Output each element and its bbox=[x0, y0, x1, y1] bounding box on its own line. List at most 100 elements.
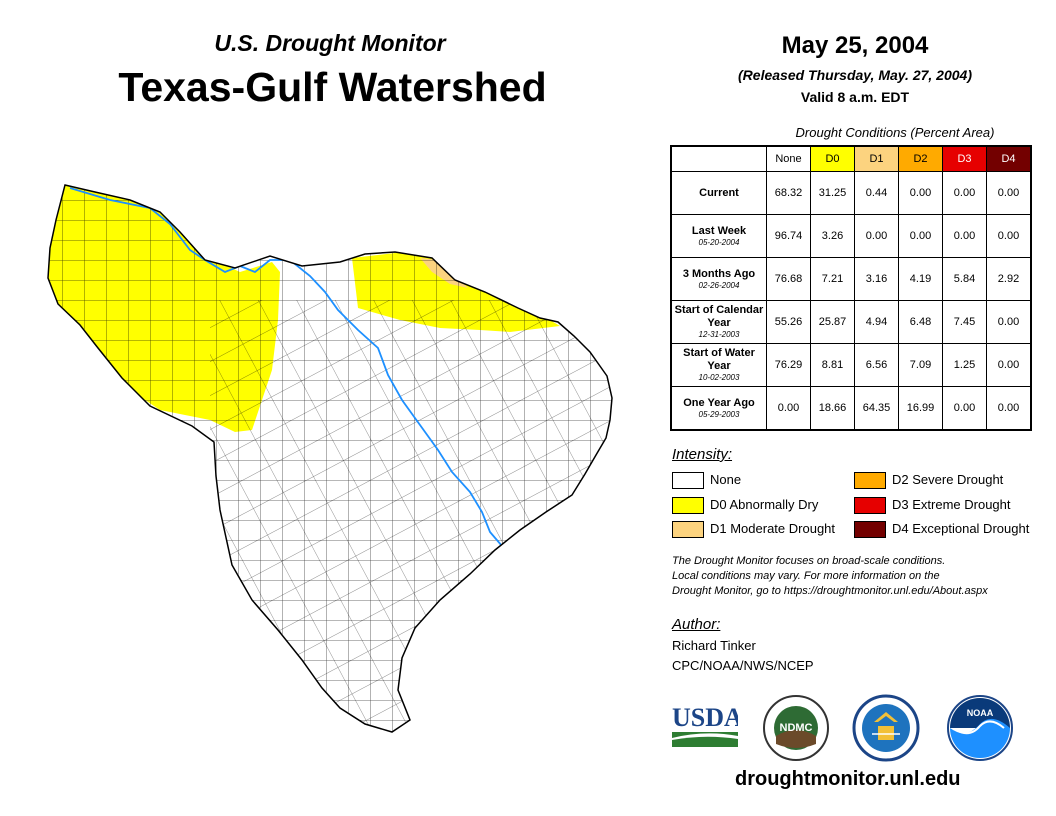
cell-value: 0.00 bbox=[854, 214, 899, 258]
col-d2: D2 bbox=[898, 146, 943, 172]
river bbox=[69, 187, 503, 547]
row-label: Last Week 05-20-2004 bbox=[671, 214, 767, 258]
noaa-logo: NOAA bbox=[947, 695, 1013, 761]
cell-value: 31.25 bbox=[810, 171, 855, 215]
table-row: 3 Months Ago 02-26-2004 76.68 7.21 3.16 4… bbox=[671, 257, 1031, 301]
legend-swatch bbox=[854, 472, 886, 489]
cell-value: 0.00 bbox=[986, 343, 1031, 387]
row-date: 05-29-2003 bbox=[698, 409, 740, 419]
cell-value: 0.00 bbox=[942, 386, 987, 430]
watershed-map bbox=[47, 184, 613, 733]
author-org: CPC/NOAA/NWS/NCEP bbox=[672, 658, 814, 673]
map-subtitle: U.S. Drought Monitor bbox=[214, 30, 446, 56]
note-line: Drought Monitor, go to https://droughtmo… bbox=[672, 585, 988, 597]
legend-title: Intensity: bbox=[672, 446, 733, 463]
cell-value: 1.25 bbox=[942, 343, 987, 387]
legend-label: None bbox=[710, 472, 742, 487]
drought-conditions-table: None D0 D1 D2 D3 D4 Current 68.32 31.25 … bbox=[670, 145, 1032, 431]
cell-value: 25.87 bbox=[810, 300, 855, 344]
author-name: Richard Tinker bbox=[672, 638, 756, 653]
map-title: Texas-Gulf Watershed bbox=[118, 64, 547, 110]
row-label: 3 Months Ago 02-26-2004 bbox=[671, 257, 767, 301]
legend-swatch bbox=[854, 497, 886, 514]
cell-value: 55.26 bbox=[766, 300, 811, 344]
row-date: 02-26-2004 bbox=[698, 280, 740, 290]
ndmc-logo-text: NDMC bbox=[780, 722, 813, 734]
commerce-seal-logo bbox=[852, 694, 920, 762]
row-label: Start of Calendar Year 12-31-2003 bbox=[671, 300, 767, 344]
table-row: Last Week 05-20-2004 96.74 3.26 0.00 0.00… bbox=[671, 214, 1031, 258]
cell-value: 7.45 bbox=[942, 300, 987, 344]
cell-value: 5.84 bbox=[942, 257, 987, 301]
row-date: 10-02-2003 bbox=[698, 373, 740, 382]
cell-value: 6.56 bbox=[854, 343, 899, 387]
cell-value: 96.74 bbox=[766, 214, 811, 258]
cell-value: 6.48 bbox=[898, 300, 943, 344]
table-row: Start of Water Year 10-02-2003 76.29 8.81… bbox=[671, 343, 1031, 387]
legend-swatch bbox=[672, 472, 704, 489]
row-label: Current bbox=[671, 171, 767, 215]
cell-value: 0.00 bbox=[986, 386, 1031, 430]
cell-value: 3.26 bbox=[810, 214, 855, 258]
legend-label: D4 Exceptional Drought bbox=[892, 521, 1030, 536]
website-url: droughtmonitor.unl.edu bbox=[735, 768, 961, 790]
cell-value: 18.66 bbox=[810, 386, 855, 430]
col-d3: D3 bbox=[942, 146, 987, 172]
table-caption: Drought Conditions (Percent Area) bbox=[795, 125, 995, 140]
county-lines-east bbox=[210, 300, 612, 732]
cell-value: 4.19 bbox=[898, 257, 943, 301]
legend-swatch bbox=[854, 521, 886, 538]
ndmc-logo: NDMC bbox=[763, 695, 829, 761]
legend-label: D2 Severe Drought bbox=[892, 472, 1004, 487]
cell-value: 3.16 bbox=[854, 257, 899, 301]
row-date: 05-20-2004 bbox=[698, 237, 740, 247]
cell-value: 0.00 bbox=[986, 171, 1031, 215]
legend-label: D1 Moderate Drought bbox=[710, 521, 836, 536]
cell-value: 64.35 bbox=[854, 386, 899, 430]
usda-logo-text: USDA bbox=[672, 703, 738, 732]
col-d1: D1 bbox=[854, 146, 899, 172]
cell-value: 76.29 bbox=[766, 343, 811, 387]
col-d4: D4 bbox=[986, 146, 1031, 172]
cell-value: 68.32 bbox=[766, 171, 811, 215]
table-row: One Year Ago 05-29-2003 0.00 18.66 64.35 … bbox=[671, 386, 1031, 430]
row-label-text: 3 Months Ago bbox=[682, 267, 756, 280]
row-label-text: Current bbox=[699, 186, 739, 199]
cell-value: 0.00 bbox=[942, 214, 987, 258]
table-corner bbox=[672, 147, 767, 172]
usda-logo: USDA bbox=[672, 703, 738, 747]
cell-value: 76.68 bbox=[766, 257, 811, 301]
cell-value: 4.94 bbox=[854, 300, 899, 344]
note-line: Local conditions may vary. For more info… bbox=[672, 570, 940, 582]
cell-value: 16.99 bbox=[898, 386, 943, 430]
legend-swatch bbox=[672, 521, 704, 538]
table-header-row: None D0 D1 D2 D3 D4 bbox=[672, 146, 1031, 172]
row-label-text: Start of Calendar Year bbox=[674, 304, 764, 329]
cell-value: 0.00 bbox=[986, 300, 1031, 344]
row-label-text: Last Week bbox=[691, 224, 747, 237]
row-label-text: Start of Water Year bbox=[683, 347, 755, 372]
valid-time: Valid 8 a.m. EDT bbox=[800, 89, 910, 105]
cell-value: 0.00 bbox=[942, 171, 987, 215]
note-line: The Drought Monitor focuses on broad-sca… bbox=[672, 555, 946, 567]
author-title: Author: bbox=[672, 616, 721, 633]
cell-value: 0.44 bbox=[854, 171, 899, 215]
cell-value: 0.00 bbox=[898, 214, 943, 258]
col-d0: D0 bbox=[810, 146, 855, 172]
cell-value: 8.81 bbox=[810, 343, 855, 387]
legend-label: D0 Abnormally Dry bbox=[710, 497, 819, 512]
cell-value: 0.00 bbox=[898, 171, 943, 215]
row-label-text: One Year Ago bbox=[683, 396, 755, 409]
cell-value: 0.00 bbox=[986, 214, 1031, 258]
cell-value: 7.09 bbox=[898, 343, 943, 387]
released-date: (Released Thursday, May. 27, 2004) bbox=[738, 67, 972, 83]
col-none: None bbox=[766, 146, 811, 172]
legend-label: D3 Extreme Drought bbox=[892, 497, 1011, 512]
table-row: Start of Calendar Year 12-31-2003 55.26 2… bbox=[671, 300, 1031, 344]
watershed-outline bbox=[47, 184, 613, 733]
map-date: May 25, 2004 bbox=[781, 32, 929, 59]
legend-swatch bbox=[672, 497, 704, 514]
cell-value: 2.92 bbox=[986, 257, 1031, 301]
row-date: 12-31-2003 bbox=[698, 330, 740, 339]
table-row: Current 68.32 31.25 0.44 0.00 0.00 0.00 bbox=[671, 171, 1031, 215]
